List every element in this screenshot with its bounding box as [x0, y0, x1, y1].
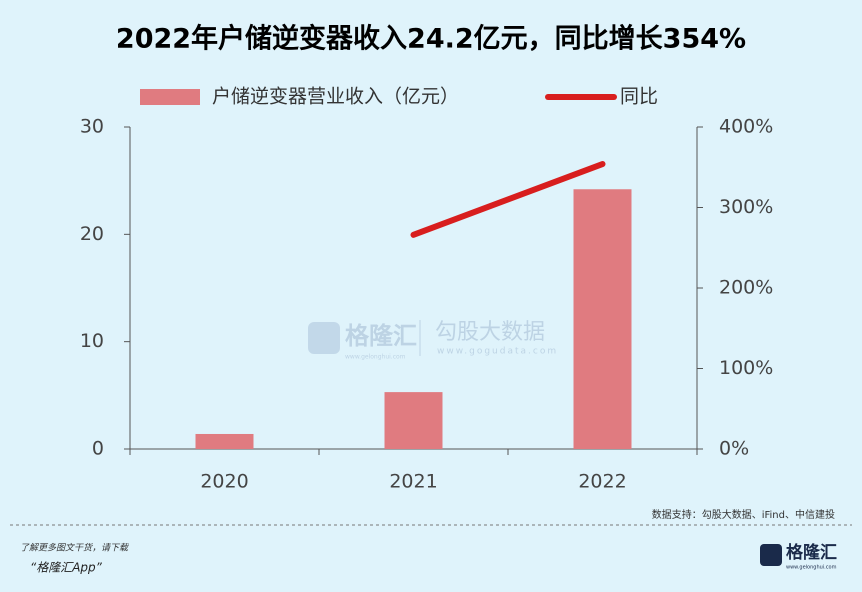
bar	[195, 433, 254, 449]
source: 数据支持：勾股大数据、iFind、中信建投	[652, 508, 835, 521]
watermark-partner: 勾股大数据	[435, 320, 545, 345]
y-tick-label: 30	[80, 116, 104, 138]
watermark-icon	[308, 322, 340, 354]
watermark-brand: 格隆汇	[345, 322, 417, 350]
logo-icon	[760, 544, 782, 566]
y-tick-label: 20	[80, 223, 104, 245]
legend-label: 同比	[620, 86, 658, 108]
y-tick-label: 0	[92, 438, 104, 460]
y2-tick-label: 0%	[719, 438, 749, 460]
logo-url: www.gelonghui.com	[786, 565, 837, 571]
line	[410, 161, 606, 238]
x-tick-label: 2020	[200, 471, 248, 493]
bar	[573, 189, 632, 449]
y2-tick-label: 100%	[719, 357, 773, 379]
y-tick-label: 10	[80, 330, 104, 352]
promo-app: “格隆汇App”	[30, 561, 103, 575]
logo: 格隆汇	[786, 542, 837, 563]
x-tick-label: 2022	[578, 471, 626, 493]
watermark: 格隆汇 www.gelonghui.com 勾股大数据 www.gogudata…	[308, 320, 558, 361]
y2-tick-label: 200%	[719, 277, 773, 299]
y2-tick-label: 400%	[719, 116, 773, 138]
chart-title: 2022年户储逆变器收入24.2亿元，同比增长354%	[116, 23, 746, 55]
bar	[384, 392, 443, 449]
y2-tick-label: 300%	[719, 196, 773, 218]
watermark-partner-url: www.gogudata.com	[437, 347, 558, 357]
legend-swatch	[140, 89, 200, 105]
legend-label: 户储逆变器营业收入（亿元）	[212, 86, 459, 108]
promo: 了解更多图文干货，请下载	[20, 543, 129, 554]
watermark-url: www.gelonghui.com	[345, 354, 406, 361]
x-tick-label: 2021	[389, 471, 437, 493]
